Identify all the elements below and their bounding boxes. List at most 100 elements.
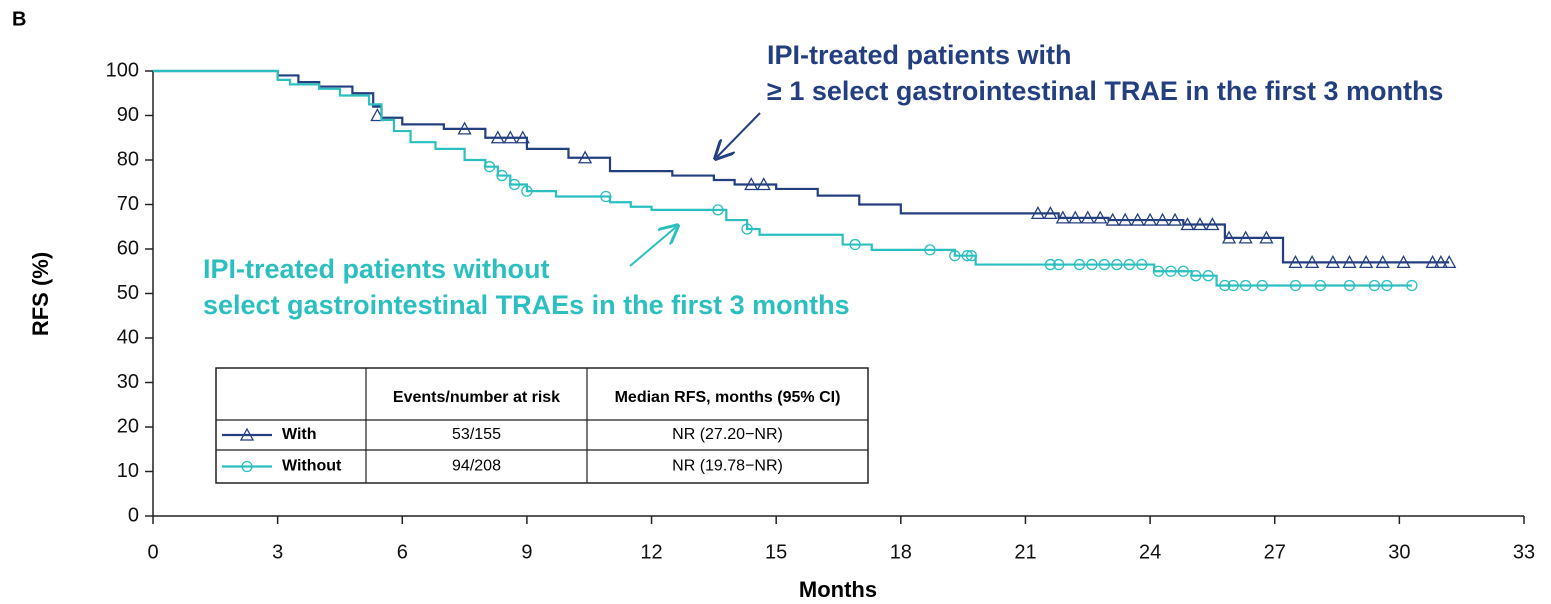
- censor-mark: [1086, 258, 1098, 271]
- censor-mark: [1238, 230, 1253, 244]
- censor-mark: [503, 130, 518, 144]
- censor-mark: [1152, 265, 1165, 277]
- censor-mark: [577, 150, 593, 164]
- censor-mark: [1288, 254, 1303, 269]
- table-cell: NR (19.78−NR): [672, 458, 783, 475]
- censor-mark: [521, 185, 533, 197]
- censor-mark: [457, 121, 472, 135]
- x-axis-label: Months: [799, 577, 877, 602]
- censor-mark: [1289, 279, 1302, 292]
- y-tick-label: 80: [117, 148, 139, 170]
- censor-mark: [1098, 258, 1111, 271]
- censor-mark: [1368, 279, 1381, 292]
- censor-mark: [1053, 258, 1065, 271]
- censor-mark: [1044, 258, 1057, 271]
- censor-mark: [1325, 254, 1340, 269]
- censor-mark: [1073, 258, 1086, 271]
- censor-mark: [1123, 258, 1135, 271]
- censor-mark: [1192, 217, 1208, 231]
- censor-mark: [1142, 212, 1158, 226]
- censor-mark: [1180, 217, 1195, 231]
- censor-mark: [515, 130, 530, 144]
- x-tick-label: 12: [640, 541, 662, 563]
- y-tick-label: 10: [117, 460, 139, 482]
- censor-mark: [1080, 210, 1095, 224]
- y-tick-label: 90: [117, 104, 139, 126]
- censor-mark: [1256, 279, 1268, 292]
- x-tick-label: 30: [1388, 541, 1410, 563]
- censor-mark: [370, 108, 385, 122]
- censor-mark: [1342, 254, 1357, 269]
- censor-mark: [1068, 210, 1083, 224]
- x-tick-label: 33: [1513, 541, 1535, 563]
- censor-mark: [1105, 212, 1120, 226]
- censor-mark: [1442, 254, 1457, 269]
- censor-mark: [1396, 254, 1411, 269]
- x-tick-label: 3: [272, 541, 283, 563]
- x-tick-label: 6: [397, 541, 408, 563]
- censor-mark: [1055, 210, 1070, 224]
- y-tick-label: 70: [117, 193, 139, 215]
- censor-mark: [1375, 254, 1390, 269]
- censor-mark: [1190, 270, 1202, 282]
- table: Events/number at risk Median RFS, months …: [215, 367, 869, 484]
- censor-mark: [965, 250, 978, 262]
- y-tick-label: 50: [117, 282, 139, 304]
- censor-mark: [483, 161, 496, 173]
- x-tick-label: 24: [1139, 541, 1161, 563]
- censor-mark: [1030, 206, 1046, 220]
- y-tick-label: 100: [106, 59, 139, 81]
- y-tick-label: 30: [117, 371, 139, 393]
- censor-mark: [1165, 265, 1177, 277]
- y-tick-label: 60: [117, 237, 139, 259]
- annotation: ≥ 1 select gastrointestinal TRAE in the …: [767, 76, 1443, 106]
- arrow: [717, 112, 761, 157]
- table-border: [215, 367, 869, 484]
- censor-mark: [1177, 265, 1189, 277]
- x-tick-label: 18: [890, 541, 912, 563]
- censor-mark: [508, 178, 521, 191]
- x-tick-label: 21: [1014, 541, 1036, 563]
- censor-mark: [1227, 279, 1239, 292]
- table-header: Median RFS, months (95% CI): [615, 389, 841, 406]
- censor-mark: [1239, 279, 1252, 292]
- y-tick-label: 40: [117, 326, 139, 348]
- censor-mark: [924, 244, 936, 256]
- censor-mark: [1136, 258, 1148, 271]
- censor-mark: [961, 250, 973, 262]
- panel-label: B: [12, 8, 26, 30]
- censor-mark: [1155, 212, 1170, 226]
- legend-label: Without: [282, 458, 342, 475]
- x-tick-label: 0: [147, 541, 158, 563]
- x-tick-label: 27: [1264, 541, 1286, 563]
- censor-mark: [1305, 254, 1320, 269]
- table-cell: 53/155: [452, 426, 501, 443]
- censor-mark: [1259, 230, 1274, 244]
- censor-mark: [741, 223, 753, 235]
- censor-mark: [600, 190, 612, 203]
- annotation: IPI-treated patients without: [203, 254, 550, 284]
- censor-mark: [1111, 258, 1123, 271]
- y-axis-label: RFS (%): [28, 252, 53, 336]
- censor-mark: [1359, 254, 1374, 269]
- x-tick-label: 15: [765, 541, 787, 563]
- censor-mark: [1219, 279, 1231, 292]
- plot-area: 0 10 20 30 40 50 60 70 80 90 100 0 3 6 9 12 15 18 21 24 27 30…: [106, 40, 1536, 563]
- censor-mark: [1221, 230, 1237, 244]
- censor-mark: [1381, 279, 1393, 292]
- x-tick-label: 9: [521, 541, 532, 563]
- legend-marker: [241, 460, 253, 473]
- censor-mark: [1343, 279, 1356, 292]
- censor-mark: [1118, 212, 1133, 226]
- censor-mark: [1130, 212, 1145, 226]
- annotation: IPI-treated patients with: [767, 40, 1072, 70]
- censor-mark: [849, 238, 861, 251]
- censor-mark: [1043, 206, 1058, 220]
- censor-mark: [712, 204, 724, 216]
- censor-mark: [1093, 210, 1108, 224]
- censor-mark: [949, 250, 961, 262]
- censor-mark: [1202, 270, 1214, 282]
- censor-mark: [756, 177, 771, 191]
- arrow: [629, 227, 676, 267]
